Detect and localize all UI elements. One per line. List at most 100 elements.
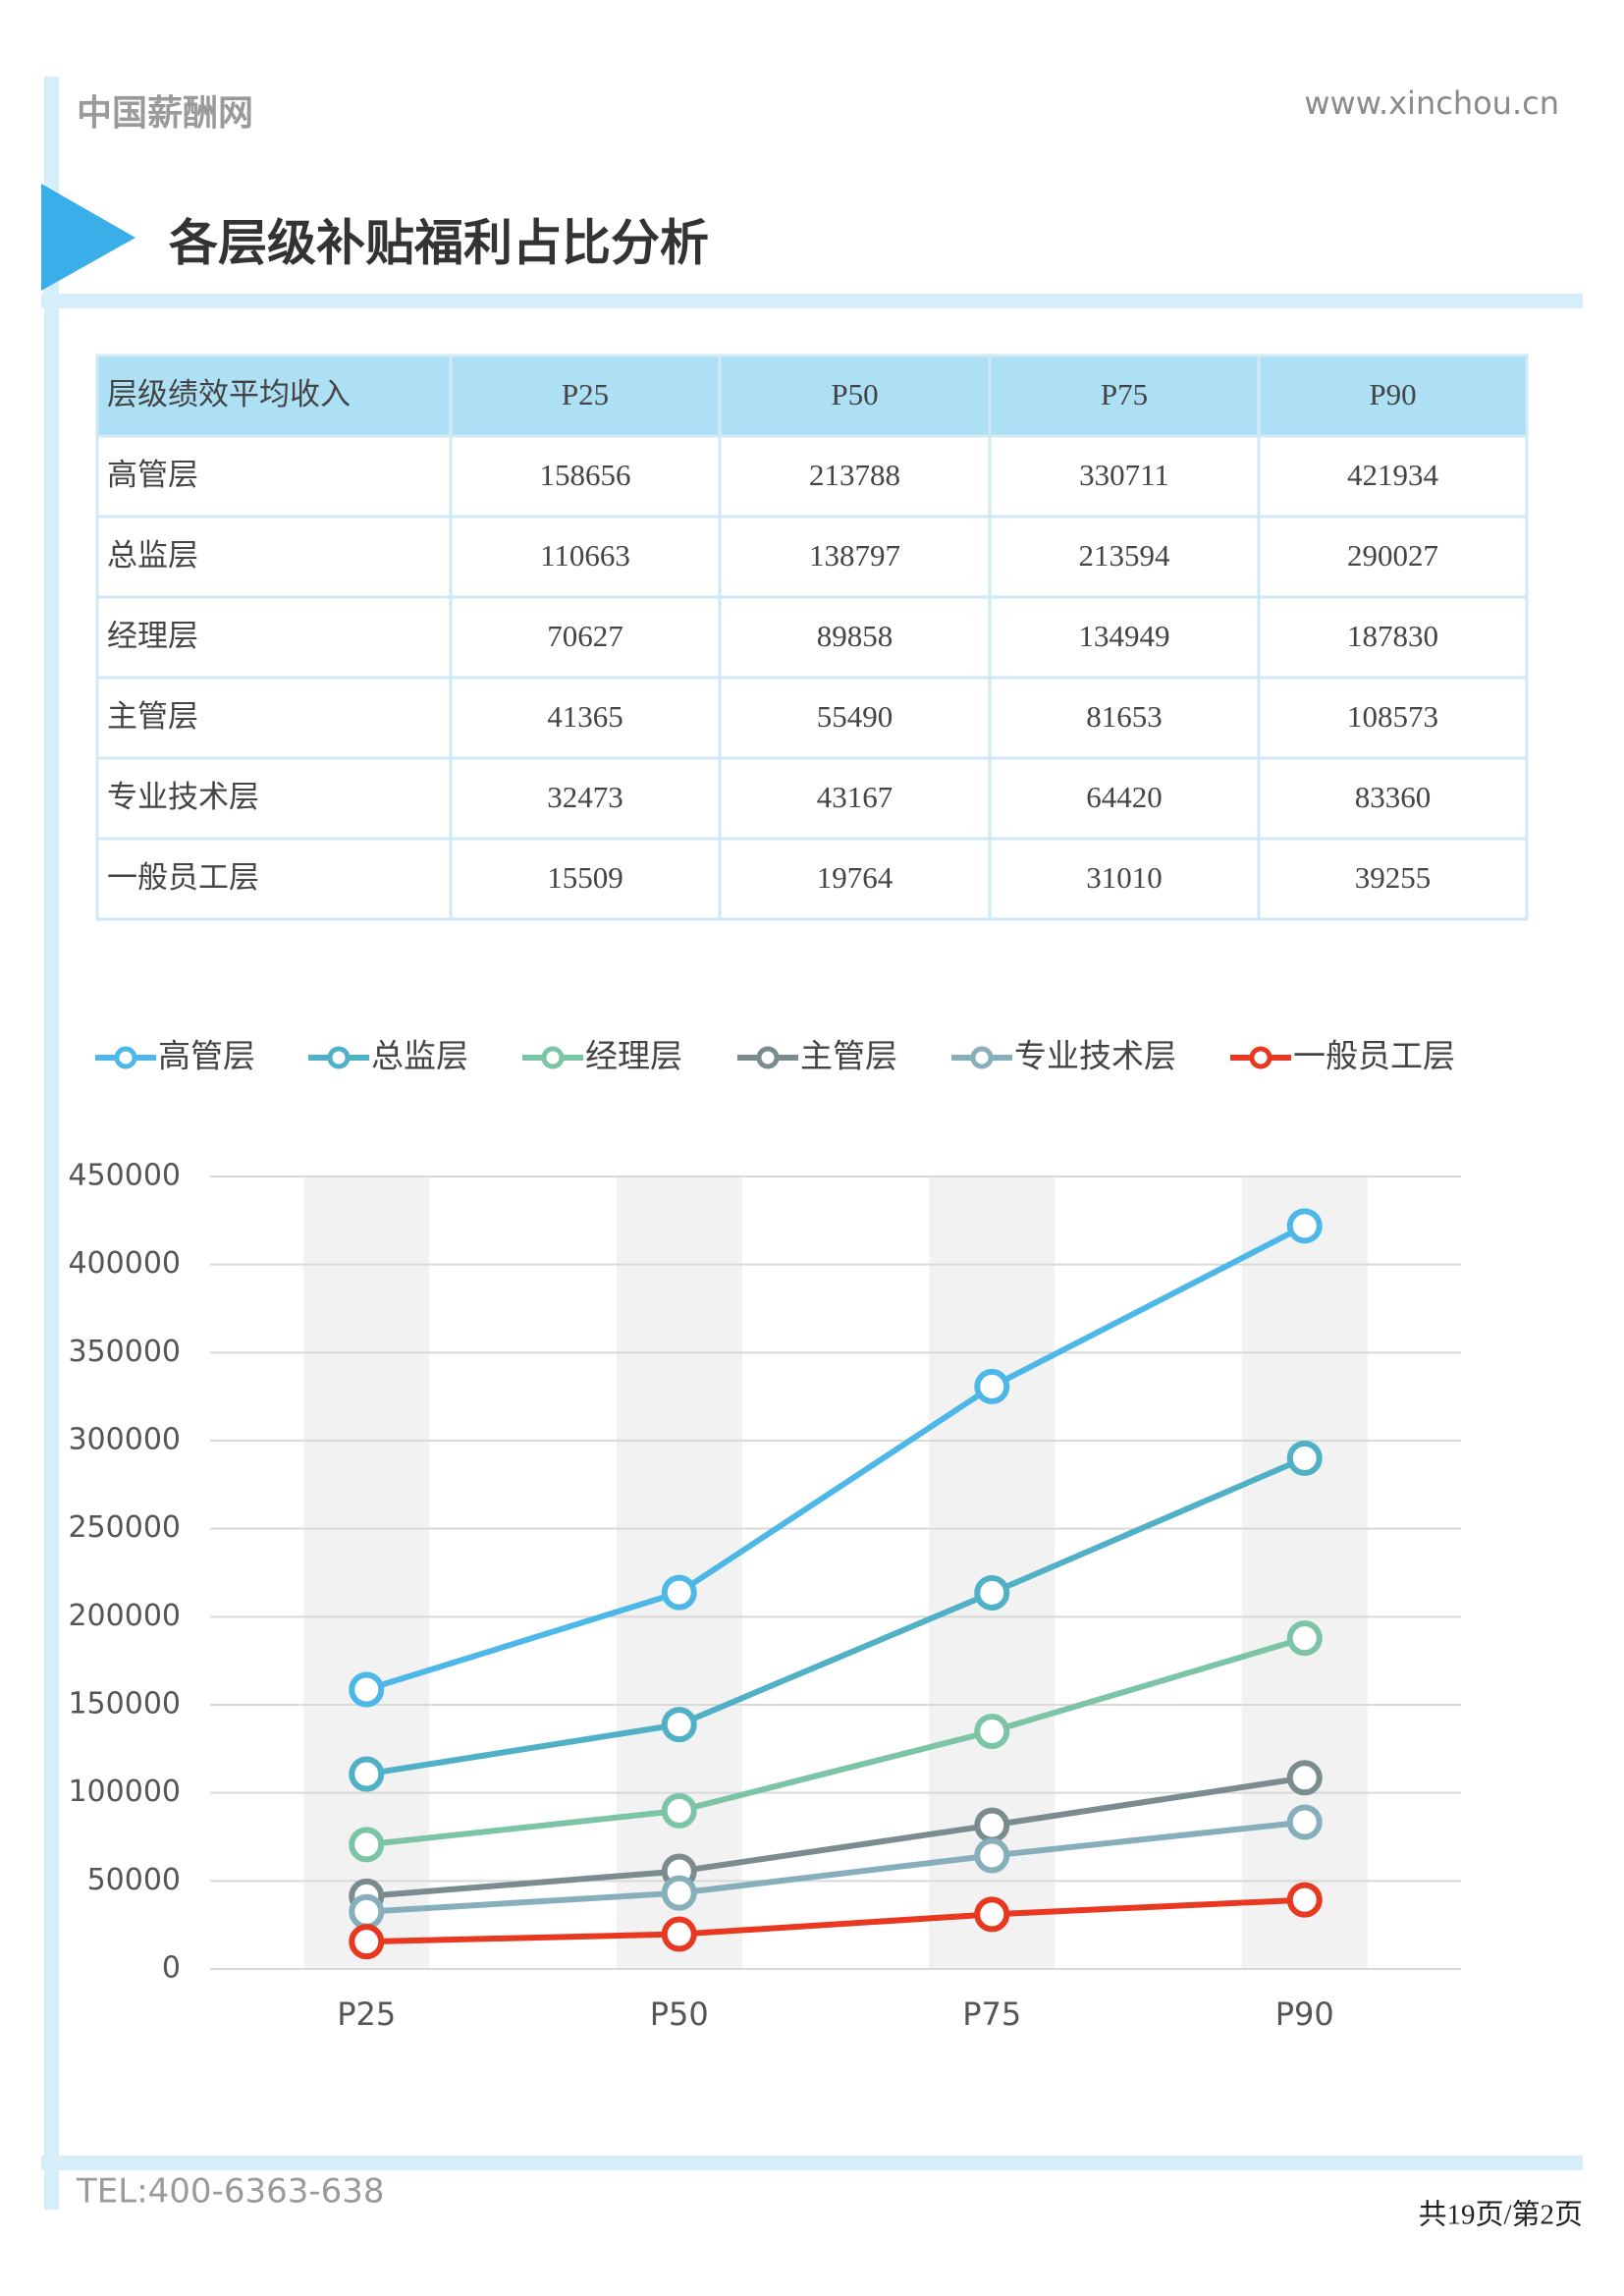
cell-text: 421934 bbox=[1347, 458, 1439, 492]
y-tick-label: 300000 bbox=[68, 1423, 181, 1457]
point-marker bbox=[661, 1916, 697, 1952]
point-marker bbox=[974, 1713, 1010, 1749]
table-cell bbox=[718, 756, 992, 841]
series-line bbox=[366, 1775, 1306, 1899]
cell-text: 专业技术层 bbox=[107, 780, 259, 814]
cell-text: 39255 bbox=[1355, 860, 1432, 895]
point-marker bbox=[661, 1875, 697, 1911]
y-tick-label: 200000 bbox=[68, 1599, 181, 1633]
table-cell bbox=[95, 434, 453, 519]
cell-text: 187830 bbox=[1347, 619, 1438, 653]
title-rule bbox=[41, 294, 1583, 308]
table-cell bbox=[988, 595, 1261, 680]
y-tick-label: 250000 bbox=[68, 1510, 181, 1545]
category-band bbox=[616, 1176, 742, 1969]
table-cell bbox=[1257, 434, 1529, 519]
legend-label: 一般员工层 bbox=[1293, 1037, 1455, 1075]
x-tick-label: P75 bbox=[962, 1995, 1021, 2033]
table-cell bbox=[449, 595, 722, 680]
table-cell bbox=[449, 515, 722, 599]
point-marker bbox=[661, 1574, 697, 1611]
cell-text: 43167 bbox=[817, 780, 893, 814]
point-marker bbox=[974, 1807, 1010, 1843]
cell-text: 330711 bbox=[1079, 458, 1169, 492]
point-marker bbox=[974, 1574, 1010, 1611]
footer-page: 共19页/第2页 bbox=[1418, 2199, 1583, 2231]
table-cell bbox=[1257, 756, 1529, 841]
column-header: P50 bbox=[831, 377, 878, 411]
cell-text: 138797 bbox=[809, 538, 900, 573]
point-marker bbox=[1286, 1882, 1323, 1918]
legend-marker bbox=[756, 1046, 780, 1069]
table-cell bbox=[718, 676, 992, 760]
table-cell bbox=[988, 756, 1261, 841]
y-tick-label: 350000 bbox=[68, 1335, 181, 1369]
point-marker bbox=[349, 1671, 385, 1708]
y-tick-label: 150000 bbox=[68, 1687, 181, 1722]
header-cell bbox=[95, 354, 453, 438]
side-bar bbox=[44, 77, 59, 2210]
table-cell bbox=[988, 515, 1261, 599]
cell-text: 64420 bbox=[1086, 780, 1163, 814]
cell-text: 81653 bbox=[1086, 699, 1163, 734]
cell-text: 经理层 bbox=[107, 619, 198, 653]
column-header: 层级绩效平均收入 bbox=[107, 377, 351, 411]
legend-label: 经理层 bbox=[585, 1037, 682, 1075]
cell-text: 290027 bbox=[1347, 538, 1438, 573]
y-tick-label: 400000 bbox=[68, 1246, 181, 1281]
legend-marker bbox=[327, 1046, 351, 1069]
y-tick-label: 100000 bbox=[68, 1775, 181, 1809]
series-line bbox=[365, 1635, 1306, 1848]
legend-label: 主管层 bbox=[800, 1037, 897, 1075]
cell-text: 83360 bbox=[1355, 780, 1432, 814]
legend-marker bbox=[970, 1046, 994, 1069]
legend-marker bbox=[114, 1046, 137, 1069]
legend-label: 高管层 bbox=[158, 1037, 255, 1075]
point-marker bbox=[1286, 1440, 1323, 1476]
footer-tel: TEL:400-6363-638 bbox=[76, 2172, 385, 2212]
legend-marker bbox=[1249, 1046, 1272, 1069]
point-marker bbox=[974, 1368, 1010, 1404]
table-cell bbox=[1257, 595, 1529, 680]
cell-text: 19764 bbox=[817, 860, 893, 895]
table-cell bbox=[718, 595, 992, 680]
cell-text: 15509 bbox=[547, 860, 623, 895]
legend-marker bbox=[541, 1046, 565, 1069]
x-tick-label: P25 bbox=[337, 1995, 396, 2033]
point-marker bbox=[974, 1896, 1010, 1933]
series-line bbox=[365, 1223, 1307, 1693]
point-marker bbox=[974, 1837, 1010, 1874]
y-tick-label: 50000 bbox=[87, 1863, 181, 1897]
x-tick-label: P90 bbox=[1275, 1995, 1334, 2033]
point-marker bbox=[1286, 1760, 1323, 1796]
column-header: P90 bbox=[1369, 377, 1416, 411]
point-marker bbox=[1286, 1804, 1323, 1840]
table-cell bbox=[95, 595, 453, 680]
point-marker bbox=[349, 1924, 385, 1960]
category-band bbox=[1241, 1176, 1368, 1969]
site-name: 中国薪酬网 bbox=[77, 93, 253, 134]
cell-text: 213594 bbox=[1079, 538, 1171, 573]
column-header: P75 bbox=[1101, 377, 1148, 411]
cell-text: 一般员工层 bbox=[107, 860, 259, 895]
x-tick-label: P50 bbox=[650, 1995, 709, 2033]
section-title: 各层级补贴福利占比分析 bbox=[169, 215, 709, 272]
cell-text: 55490 bbox=[817, 699, 893, 734]
table-cell bbox=[718, 434, 992, 519]
y-tick-label: 450000 bbox=[68, 1159, 181, 1193]
legend-label: 专业技术层 bbox=[1014, 1037, 1176, 1075]
header-cell bbox=[449, 354, 722, 438]
point-marker bbox=[1286, 1620, 1323, 1657]
table-cell bbox=[449, 676, 722, 760]
cell-text: 总监层 bbox=[107, 538, 198, 573]
cell-text: 41365 bbox=[547, 699, 623, 734]
footer-rule bbox=[41, 2156, 1583, 2170]
series-line bbox=[366, 1896, 1305, 1945]
y-tick-label: 0 bbox=[162, 1951, 181, 1986]
cell-text: 158656 bbox=[540, 458, 631, 492]
cell-text: 31010 bbox=[1086, 860, 1163, 895]
point-marker bbox=[661, 1792, 697, 1829]
table-cell bbox=[449, 756, 722, 841]
